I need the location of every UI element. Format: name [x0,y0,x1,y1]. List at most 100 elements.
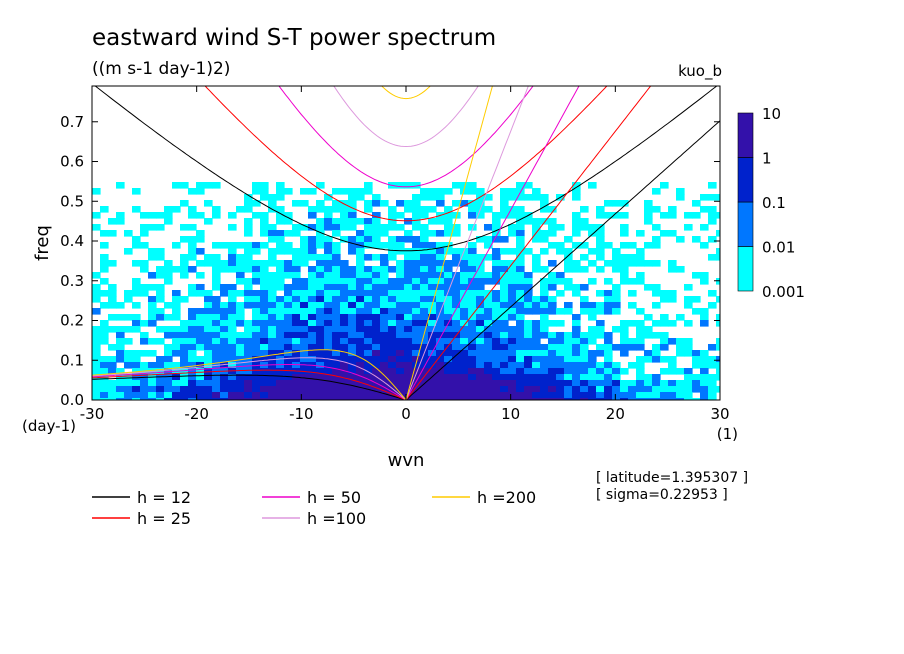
power-cell [708,236,717,243]
power-cell [260,212,269,219]
power-cell [524,362,533,369]
power-cell [292,362,301,369]
power-cell [260,230,269,237]
power-cell [412,260,421,267]
power-cell [500,314,509,321]
power-cell [172,338,181,345]
power-cell [428,296,437,303]
power-cell [404,254,413,261]
power-cell [700,206,709,213]
x-tick-label: 30 [710,405,729,423]
power-cell [324,308,333,315]
power-cell [476,260,485,267]
power-cell [540,350,549,357]
power-cell [124,314,133,321]
power-cell [572,380,581,387]
power-cell [124,338,133,345]
power-cell [276,302,285,309]
power-cell [116,332,125,339]
power-cell [660,212,669,219]
power-cell [300,398,309,400]
power-cell [572,344,581,351]
power-cell [572,356,581,363]
power-cell [388,362,397,369]
power-cell [244,278,253,285]
power-cell [324,326,333,333]
gravity-wave-curve [381,86,431,100]
power-cell [396,290,405,297]
power-cell [596,266,605,273]
power-cell [212,296,221,303]
power-cell [540,380,549,387]
power-cell [444,314,453,321]
power-cell [444,326,453,333]
power-cell [572,398,581,400]
power-cell [516,344,525,351]
power-cell [132,290,141,297]
power-cell [268,302,277,309]
power-cell [324,236,333,243]
power-cell [324,380,333,387]
power-cell [588,338,597,345]
power-cell [108,260,117,267]
power-cell [284,230,293,237]
power-cell [252,314,261,321]
power-cell [428,230,437,237]
power-cell [148,284,157,291]
power-cell [564,254,573,261]
power-cell [244,206,253,213]
power-cell [604,290,613,297]
power-cell [380,392,389,399]
power-cell [716,194,720,201]
power-cell [148,212,157,219]
colorbar-swatch [737,201,754,247]
power-cell [268,200,277,207]
power-cell [388,368,397,375]
power-cell [380,260,389,267]
power-cell [316,290,325,297]
power-cell [412,272,421,279]
power-cell [212,260,221,267]
power-cell [548,206,557,213]
power-cell [220,350,229,357]
power-cell [468,320,477,327]
power-cell [348,332,357,339]
power-cell [500,206,509,213]
power-cell [228,248,237,255]
power-cell [180,356,189,363]
power-cell [156,266,165,273]
power-cell [356,332,365,339]
power-cell [340,296,349,303]
power-cell [516,182,525,189]
power-cell [292,350,301,357]
power-cell [340,236,349,243]
power-cell [484,332,493,339]
power-cell [500,344,509,351]
power-cell [716,296,720,303]
power-cell [396,182,405,189]
power-cell [364,320,373,327]
power-cell [476,308,485,315]
power-cell [244,356,253,363]
power-cell [572,230,581,237]
power-cell [188,374,197,381]
power-cell [700,362,709,369]
power-cell [500,200,509,207]
power-cell [548,272,557,279]
power-cell [684,374,693,381]
power-cell [268,344,277,351]
power-cell [524,374,533,381]
power-cell [452,392,461,399]
power-cell [212,254,221,261]
power-cell [364,356,373,363]
x-tick-label: -10 [289,405,314,423]
power-cell [348,392,357,399]
power-cell [276,248,285,255]
power-cell [300,200,309,207]
power-cell [628,302,637,309]
power-cell [596,374,605,381]
power-cell [452,272,461,279]
power-cell [476,332,485,339]
power-cell [684,392,693,399]
